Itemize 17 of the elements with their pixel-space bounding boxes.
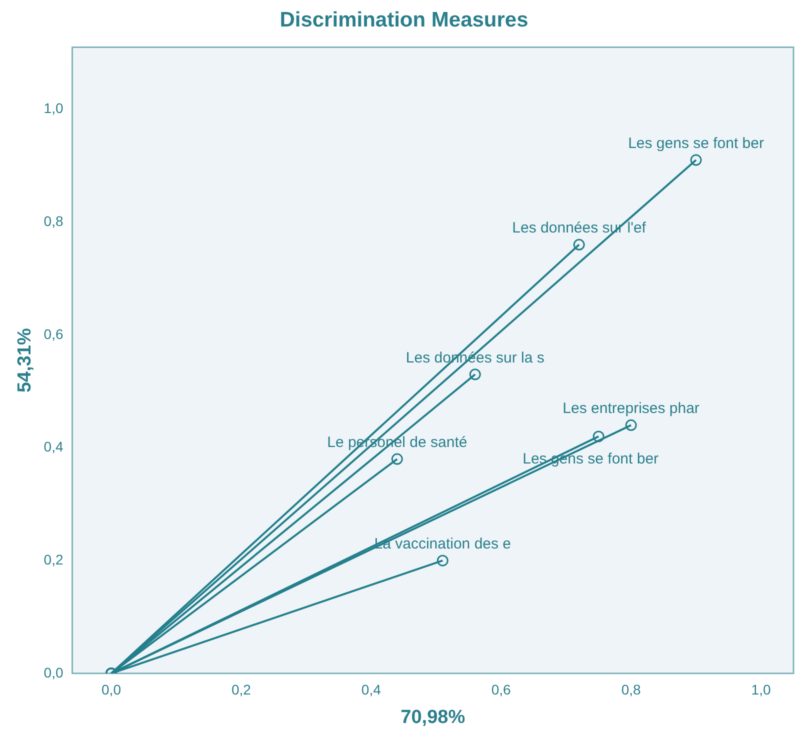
y-tick-label: 0,6 xyxy=(44,326,64,342)
y-tick-label: 1,0 xyxy=(44,100,64,116)
x-axis-title: 70,98% xyxy=(400,706,466,728)
series-label: Les gens se font ber xyxy=(628,135,764,152)
x-tick-label: 0,4 xyxy=(361,682,382,698)
y-tick-label: 0,0 xyxy=(44,664,64,680)
y-tick-label: 0,2 xyxy=(44,551,64,568)
series-label: Les entreprises phar xyxy=(562,400,700,418)
x-tick-label: 0,0 xyxy=(102,682,122,698)
y-tick-label: 0,4 xyxy=(44,438,64,455)
y-tick-label: 0,8 xyxy=(44,212,64,229)
x-tick-label: 0,6 xyxy=(491,682,512,698)
x-tick-label: 1,0 xyxy=(751,682,771,698)
x-tick-label: 0,2 xyxy=(231,682,252,698)
chart-title: Discrimination Measures xyxy=(280,8,528,32)
y-axis-title: 54,31% xyxy=(14,328,36,393)
x-tick-label: 0,8 xyxy=(621,682,641,698)
